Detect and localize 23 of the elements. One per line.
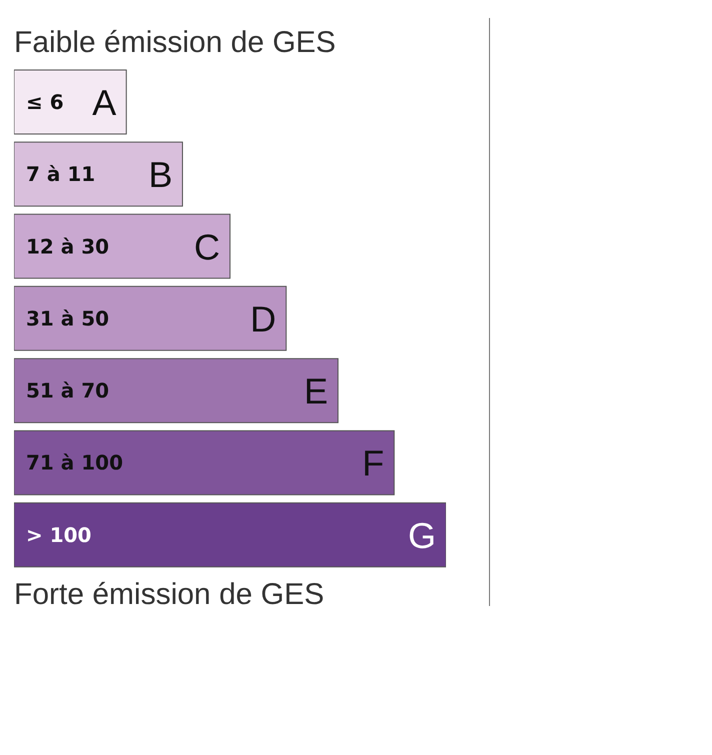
bar (14, 214, 230, 279)
chart-title: Faible émission de GES (14, 26, 336, 60)
text: Forte émission de GES (14, 578, 324, 612)
bar (14, 358, 338, 424)
y-tick-label: 7 à 11 (26, 162, 96, 186)
y-tick-label: 12 à 30 (26, 234, 110, 258)
bar (14, 502, 446, 568)
annotation: B (148, 154, 172, 196)
annotation: A (92, 82, 116, 123)
y-tick-label: > 100 (26, 522, 92, 547)
annotation: E (304, 370, 328, 412)
y-tick-label: 31 à 50 (26, 306, 110, 330)
y-tick-label: 51 à 70 (26, 378, 110, 403)
annotation: D (250, 298, 276, 340)
bar (14, 142, 183, 207)
bar (14, 70, 127, 134)
annotation: F (362, 442, 384, 484)
y-tick-label: 71 à 100 (26, 450, 124, 475)
annotation: G (408, 514, 436, 556)
y-tick-label: ≤ 6 (26, 90, 64, 114)
bar (14, 286, 287, 351)
bar (14, 430, 395, 496)
annotation: C (194, 226, 220, 268)
